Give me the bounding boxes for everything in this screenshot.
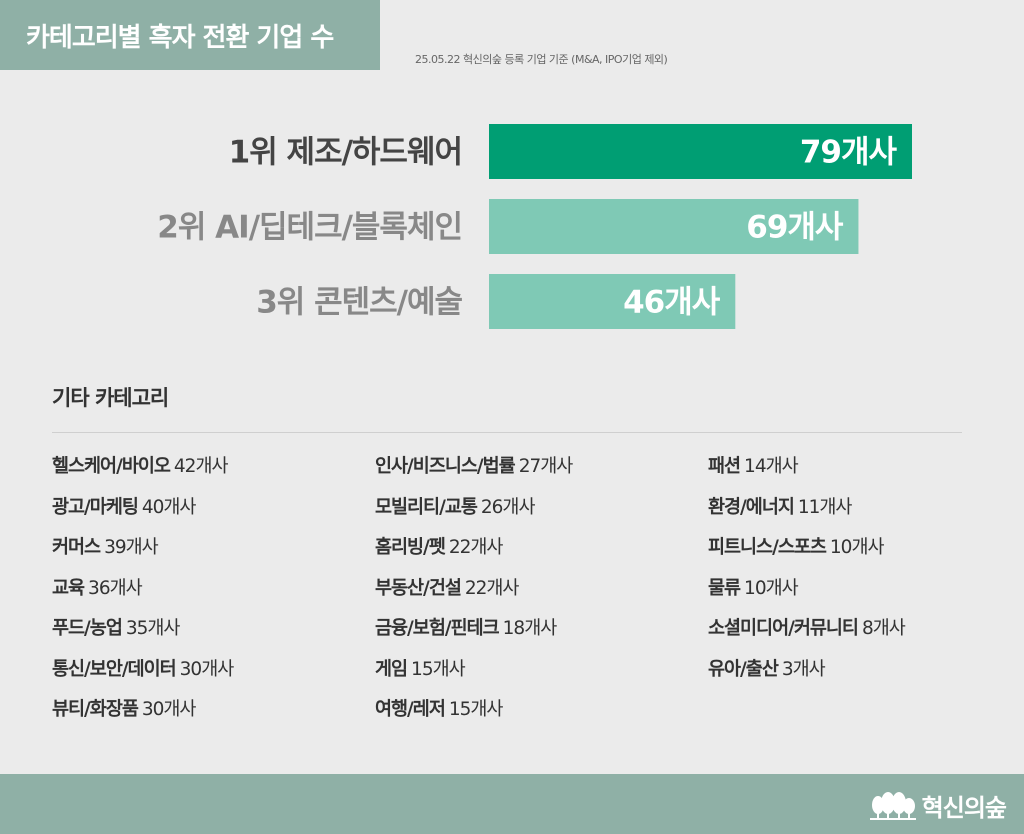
category-count: 14개사 xyxy=(744,456,799,477)
category-name: 교육 xyxy=(52,577,85,599)
category-name: 유아/출산 xyxy=(708,658,779,680)
category-list-item: 유아/출산 3개사 xyxy=(708,655,1024,696)
category-list-item: 패션 14개사 xyxy=(708,452,1024,493)
category-list-item: 소셜미디어/커뮤니티 8개사 xyxy=(708,614,1024,655)
category-count: 30개사 xyxy=(179,658,235,680)
category-list-item: 피트니스/스포츠 10개사 xyxy=(708,533,1024,574)
category-list-item: 통신/보안/데이터 30개사 xyxy=(52,655,372,696)
category-name: 패션 xyxy=(708,456,741,477)
other-categories-column-1: 헬스케어/바이오 42개사 광고/마케팅 40개사 커머스 39개사 교육 36개사 푸드/농업… xyxy=(52,452,372,736)
chart-title: 카테고리별 흑자 전환 기업 수 xyxy=(26,22,334,53)
category-name: 커머스 xyxy=(52,537,101,558)
category-name: 인사/비즈니스/법률 xyxy=(375,456,516,477)
bar-row: 1위 제조/하드웨어 79개사 xyxy=(229,124,912,179)
category-name: 뷰티/화장품 xyxy=(52,699,139,720)
category-name: 헬스케어/바이오 xyxy=(52,456,171,477)
category-list-item: 물류 10개사 xyxy=(708,574,1024,615)
chart-title-box: 카테고리별 흑자 전환 기업 수 xyxy=(0,0,380,70)
bar xyxy=(489,274,736,329)
category-count: 40개사 xyxy=(141,496,197,518)
category-name: 통신/보안/데이터 xyxy=(52,658,177,680)
other-categories-column-2: 인사/비즈니스/법률 27개사 모빌리티/교통 26개사 홈리빙/펫 22개사 부동산/건설… xyxy=(375,452,695,736)
category-list-item: 광고/마케팅 40개사 xyxy=(52,493,372,534)
category-name: 물류 xyxy=(708,577,741,599)
brand-name: 혁신의숲 xyxy=(921,794,1007,822)
bar xyxy=(489,199,859,254)
category-list-item: 모빌리티/교통 26개사 xyxy=(375,493,695,534)
category-count: 15개사 xyxy=(411,658,466,680)
category-count: 8개사 xyxy=(861,618,906,639)
category-count: 39개사 xyxy=(104,537,159,558)
bar-category-label: 2위 AI/딥테크/블록체인 xyxy=(157,210,462,246)
category-list-item: 헬스케어/바이오 42개사 xyxy=(52,452,372,493)
category-name: 홈리빙/펫 xyxy=(375,537,446,558)
bar-value-label: 69개사 xyxy=(746,210,844,246)
category-count: 30개사 xyxy=(141,699,197,720)
section-divider xyxy=(52,432,962,433)
category-list-item: 뷰티/화장품 30개사 xyxy=(52,695,372,736)
category-name: 게임 xyxy=(375,658,408,680)
forest-trees-icon xyxy=(869,791,916,820)
category-list-item: 여행/레저 15개사 xyxy=(375,695,695,736)
category-count: 11개사 xyxy=(797,496,853,518)
category-name: 피트니스/스포츠 xyxy=(708,537,827,558)
category-list-item: 게임 15개사 xyxy=(375,655,695,696)
category-name: 금융/보험/핀테크 xyxy=(375,618,500,639)
bar-category-label: 1위 제조/하드웨어 xyxy=(229,135,462,171)
bar-category-label: 3위 콘텐츠/예술 xyxy=(256,285,462,321)
category-count: 3개사 xyxy=(781,658,826,680)
category-count: 35개사 xyxy=(125,618,181,639)
category-name: 부동산/건설 xyxy=(375,577,462,599)
category-list-item: 환경/에너지 11개사 xyxy=(708,493,1024,534)
category-name: 환경/에너지 xyxy=(708,496,795,518)
category-list-item: 커머스 39개사 xyxy=(52,533,372,574)
category-list-item: 홈리빙/펫 22개사 xyxy=(375,533,695,574)
other-categories-column-3: 패션 14개사 환경/에너지 11개사 피트니스/스포츠 10개사 물류 10개사 소셜미디어/… xyxy=(708,452,1024,695)
bar-value-label: 46개사 xyxy=(623,285,721,321)
category-name: 소셜미디어/커뮤니티 xyxy=(708,618,859,639)
chart-subtitle: 25.05.22 혁신의숲 등록 기업 기준 (M&A, IPO기업 제외) xyxy=(415,53,668,66)
category-list-item: 푸드/농업 35개사 xyxy=(52,614,372,655)
category-count: 26개사 xyxy=(480,496,536,518)
other-categories-title: 기타 카테고리 xyxy=(52,386,169,410)
category-count: 22개사 xyxy=(448,537,504,558)
category-count: 42개사 xyxy=(173,456,229,477)
top3-bar-chart: 1위 제조/하드웨어 79개사 2위 AI/딥테크/블록체인 69개사 3위 콘텐츠/예… xyxy=(157,124,912,329)
category-list-item: 인사/비즈니스/법률 27개사 xyxy=(375,452,695,493)
bar xyxy=(489,124,912,179)
category-count: 22개사 xyxy=(464,577,520,599)
category-count: 36개사 xyxy=(88,577,143,599)
category-list-item: 교육 36개사 xyxy=(52,574,372,615)
category-name: 광고/마케팅 xyxy=(52,496,139,518)
category-list-item: 금융/보험/핀테크 18개사 xyxy=(375,614,695,655)
category-name: 푸드/농업 xyxy=(52,618,123,639)
category-count: 15개사 xyxy=(448,699,504,720)
category-count: 18개사 xyxy=(502,618,558,639)
brand-logo: 혁신의숲 xyxy=(869,788,1007,823)
category-name: 모빌리티/교통 xyxy=(375,496,478,518)
bar-value-label: 79개사 xyxy=(800,135,898,171)
category-list-item: 부동산/건설 22개사 xyxy=(375,574,695,615)
bar-row: 3위 콘텐츠/예술 46개사 xyxy=(256,274,736,329)
category-count: 10개사 xyxy=(744,577,799,599)
footer-bar: 혁신의숲 xyxy=(0,774,1024,834)
category-name: 여행/레저 xyxy=(375,699,446,720)
bar-row: 2위 AI/딥테크/블록체인 69개사 xyxy=(157,199,859,254)
category-count: 10개사 xyxy=(829,537,885,558)
category-count: 27개사 xyxy=(518,456,574,477)
